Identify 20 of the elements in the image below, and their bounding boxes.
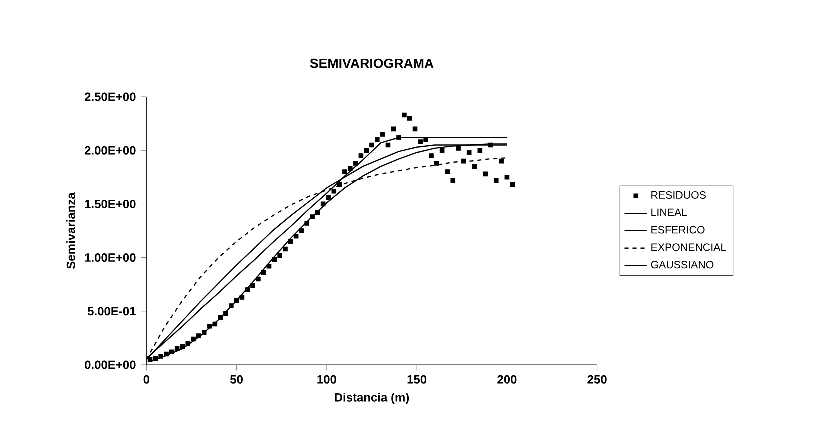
x-tick-label: 0 xyxy=(144,375,150,384)
x-tick-label: 150 xyxy=(408,375,427,384)
legend-label: LINEAL xyxy=(652,208,688,216)
y-tick-label: 0.00E+00 xyxy=(85,360,136,370)
x-tick-label: 200 xyxy=(498,375,517,384)
x-tick-label: 50 xyxy=(230,375,243,384)
x-axis-title: Distancia (m) xyxy=(335,393,410,404)
x-tick-label: 100 xyxy=(318,375,336,384)
chart-title: SEMIVARIOGRAMA xyxy=(310,58,434,68)
y-tick-label: 1.50E+00 xyxy=(85,200,136,208)
legend-label: EXPONENCIAL xyxy=(652,244,726,252)
legend-label: GAUSSIANO xyxy=(651,261,714,269)
legend-label: RESIDUOS xyxy=(652,191,706,199)
y-tick-label: 1.00E+00 xyxy=(85,254,136,262)
y-axis-title: Semivarianza xyxy=(66,192,76,269)
legend-label: ESFERICO xyxy=(652,226,705,234)
y-tick-label: 2.50E+00 xyxy=(84,92,136,102)
y-tick-label: 5.00E-01 xyxy=(88,307,136,316)
y-tick-label: 2.00E+00 xyxy=(84,146,136,155)
x-tick-label: 250 xyxy=(588,375,607,384)
